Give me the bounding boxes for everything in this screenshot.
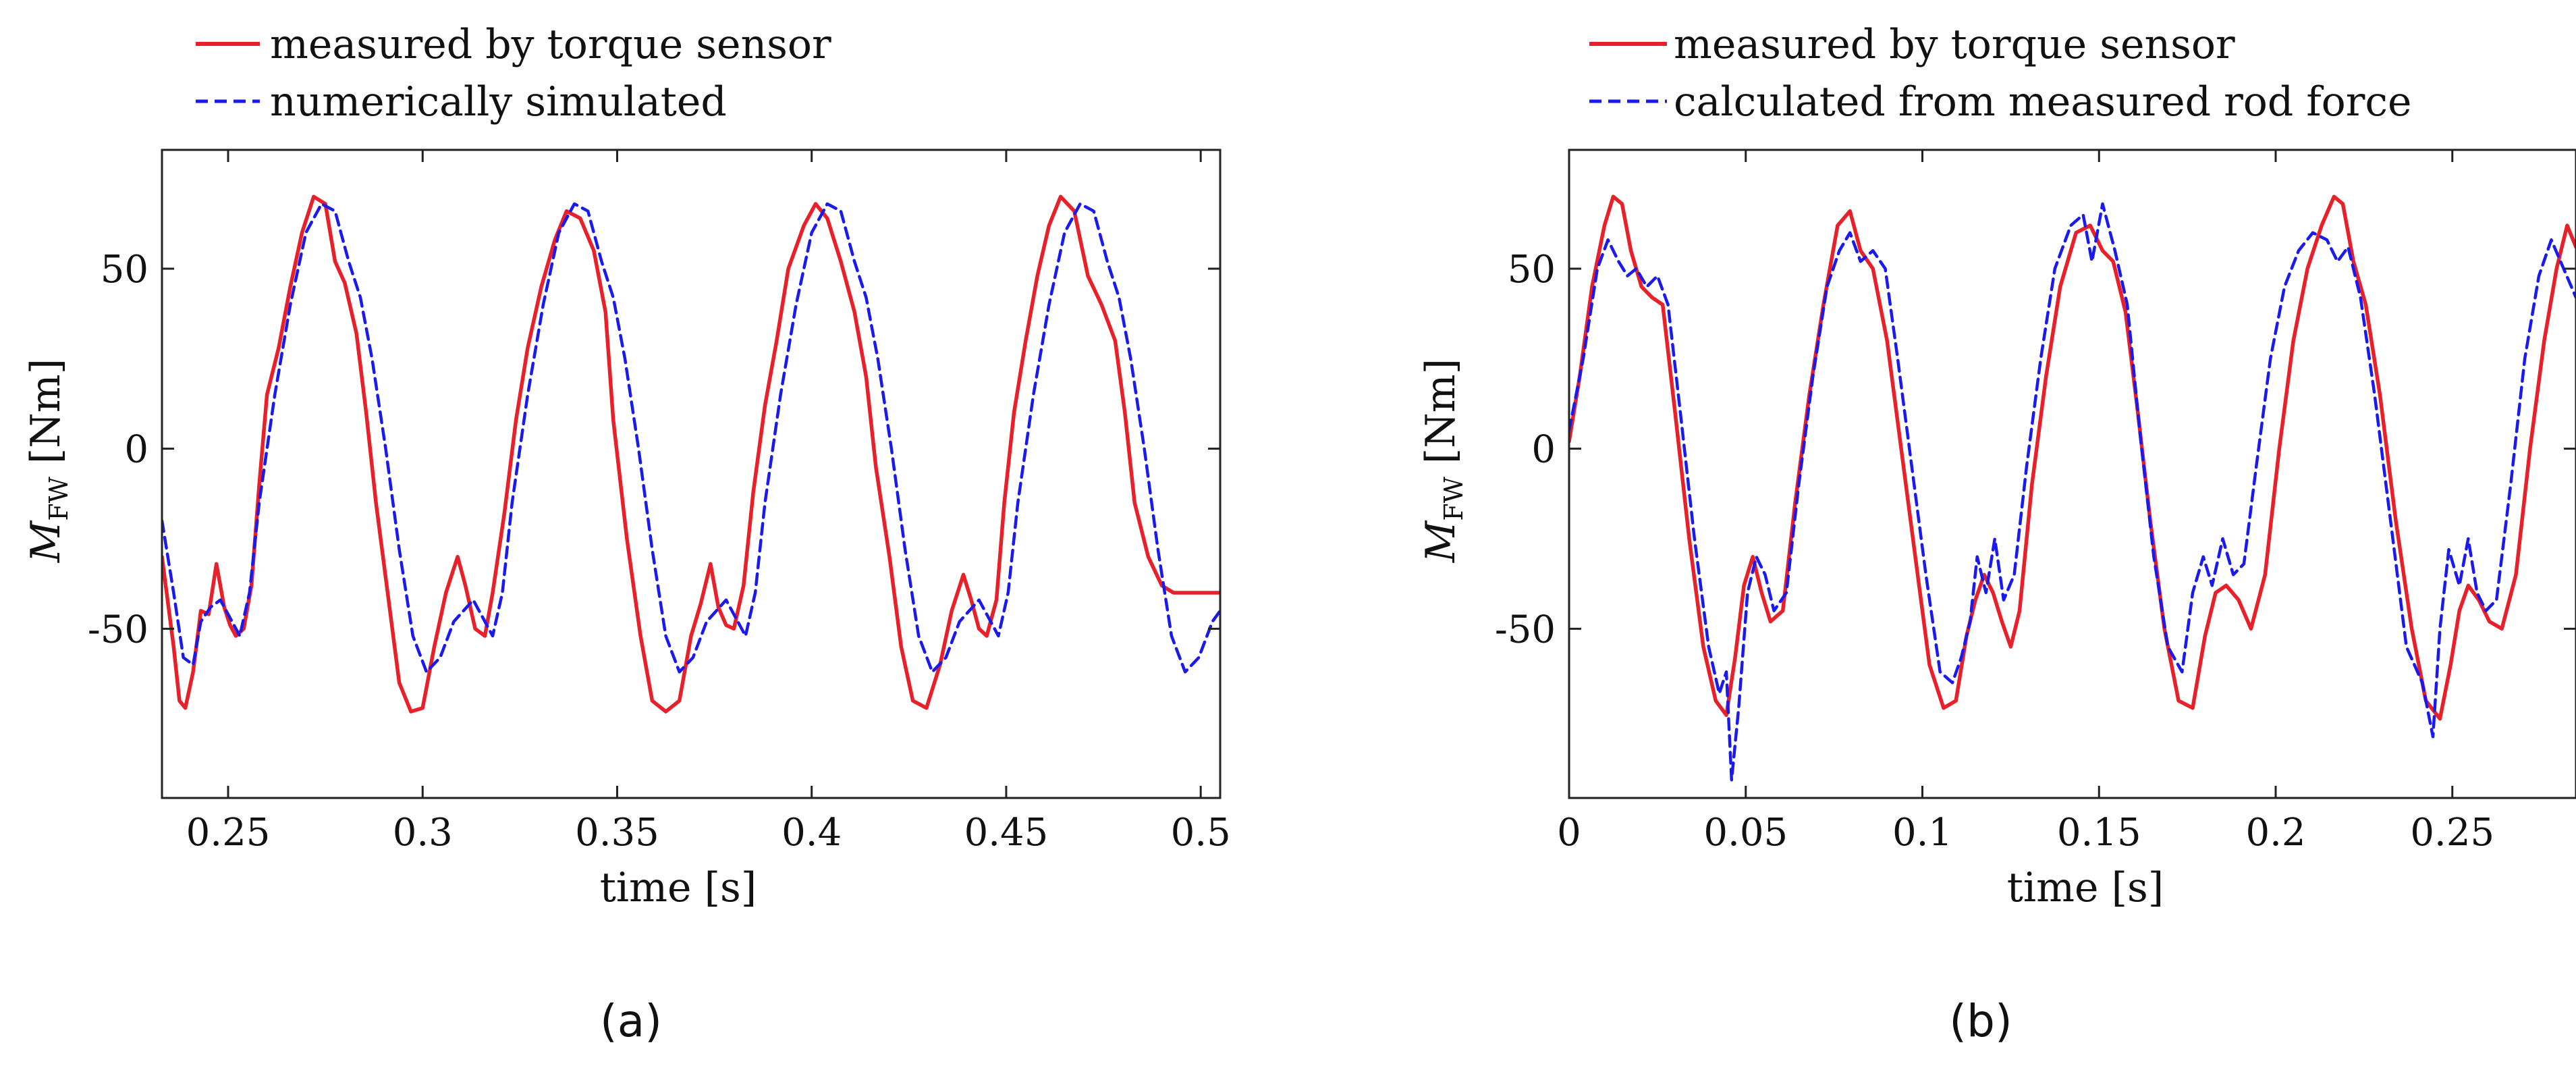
panel-label-b: (b) [1949, 995, 2012, 1047]
y-axis-label: MFW [Nm] [22, 358, 74, 563]
y-tick-label: 0 [1531, 428, 1556, 472]
plot-area: 0 0.05 0.1 0.15 0.2 0.25 50 0 -50 [1495, 149, 2576, 855]
chart-panel-a: measured by torque sensor numerically si… [22, 21, 1231, 1047]
chart-panel-b: measured by torque sensor calculated fro… [1417, 21, 2576, 1047]
series-line-calculated [1569, 202, 2576, 782]
series-line-measured [1569, 194, 2576, 721]
x-tick-label: 0.3 [393, 811, 453, 855]
y-axis-label: MFW [Nm] [1417, 358, 1469, 563]
series-line-simulated [162, 202, 1220, 674]
y-tick-label: -50 [88, 608, 148, 651]
y-tick-label: 50 [101, 248, 148, 292]
panel-label-a: (a) [600, 995, 662, 1047]
plot-frame [1568, 149, 2576, 799]
x-tick-label: 0.05 [1703, 811, 1788, 855]
legend-label-measured: measured by torque sensor [1674, 21, 2235, 68]
x-tick-label: 0.35 [575, 811, 659, 855]
x-axis-label: time [s] [2007, 864, 2164, 911]
x-tick-label: 0.45 [964, 811, 1049, 855]
x-tick-label: 0.5 [1171, 811, 1231, 855]
series-line-measured [162, 194, 1220, 714]
y-tick-label: 50 [1508, 248, 1556, 292]
y-tick-label: -50 [1495, 608, 1556, 651]
x-tick-label: 0.2 [2245, 811, 2305, 855]
x-tick-label: 0.15 [2057, 811, 2141, 855]
legend-label-simulated: numerically simulated [270, 78, 727, 126]
x-tick-label: 0.1 [1892, 811, 1952, 855]
plot-frame [161, 149, 1222, 799]
plot-area: 0.25 0.3 0.35 0.4 0.45 0.5 50 0 -50 [88, 149, 1231, 855]
x-tick-label: 0.4 [782, 811, 842, 855]
x-tick-label: 0 [1557, 811, 1581, 855]
y-tick-label: 0 [124, 428, 148, 472]
legend-label-measured: measured by torque sensor [270, 21, 831, 68]
x-axis-label: time [s] [600, 864, 757, 911]
legend-label-calculated: calculated from measured rod force [1674, 78, 2412, 126]
x-tick-label: 0.25 [2410, 811, 2494, 855]
x-tick-label: 0.25 [186, 811, 271, 855]
